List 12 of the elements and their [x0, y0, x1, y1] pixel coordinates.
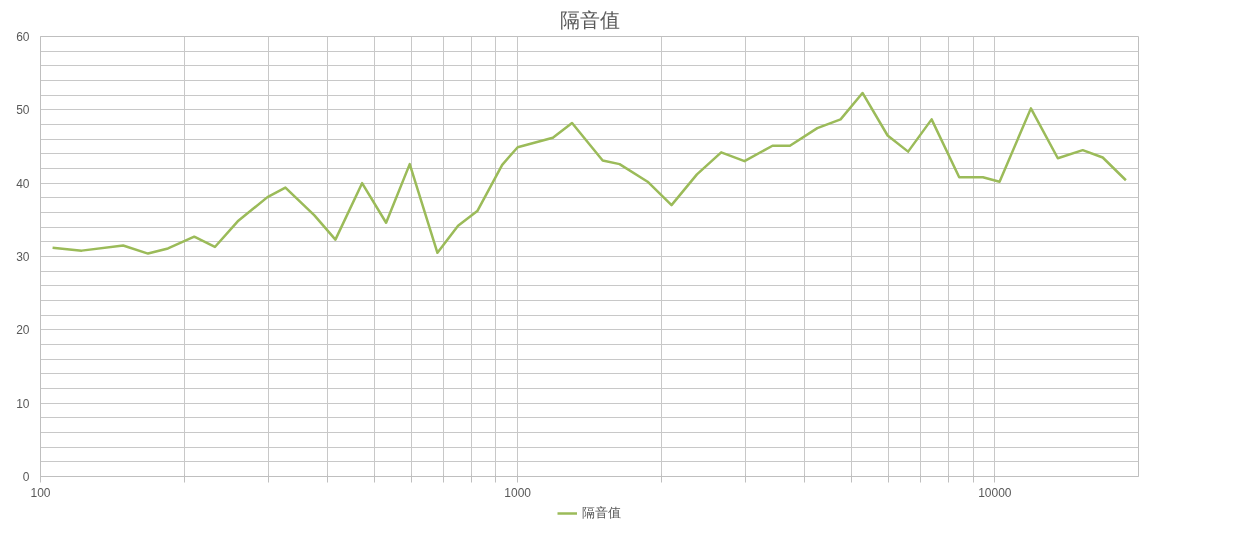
y-tick-label: 0	[22, 470, 30, 484]
legend-label: 隔音值	[582, 504, 621, 522]
chart-title: 隔音值	[559, 7, 620, 32]
y-tick-label: 10	[16, 396, 30, 411]
x-tick-label: 1000	[504, 485, 532, 500]
y-tick-label: 40	[16, 176, 30, 191]
y-tick-label: 30	[16, 250, 30, 264]
x-tick-label: 100	[30, 485, 51, 500]
y-tick-label: 20	[16, 323, 30, 338]
y-tick-label: 50	[16, 103, 30, 118]
x-tick-label: 10000	[978, 485, 1012, 500]
y-tick-label: 60	[16, 30, 30, 44]
